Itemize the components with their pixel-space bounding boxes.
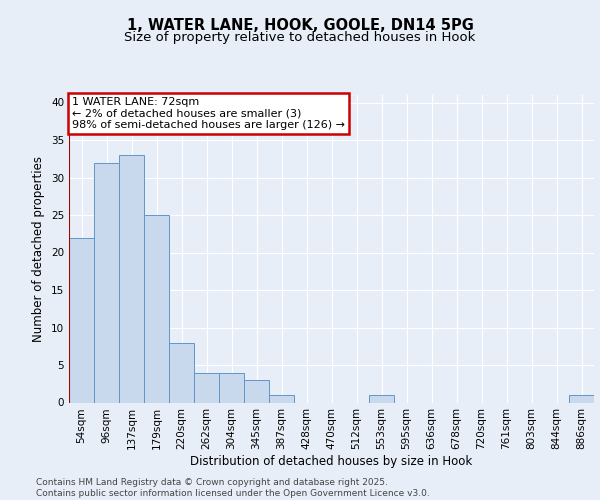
Bar bbox=[219, 372, 244, 402]
Bar bbox=[94, 162, 119, 402]
Bar bbox=[69, 238, 94, 402]
Text: Contains HM Land Registry data © Crown copyright and database right 2025.
Contai: Contains HM Land Registry data © Crown c… bbox=[36, 478, 430, 498]
Bar bbox=[569, 395, 594, 402]
Bar bbox=[244, 380, 269, 402]
Bar bbox=[369, 395, 394, 402]
Bar bbox=[269, 395, 294, 402]
Text: 1, WATER LANE, HOOK, GOOLE, DN14 5PG: 1, WATER LANE, HOOK, GOOLE, DN14 5PG bbox=[127, 18, 473, 32]
Bar bbox=[194, 372, 219, 402]
Bar bbox=[144, 215, 169, 402]
Text: 1 WATER LANE: 72sqm
← 2% of detached houses are smaller (3)
98% of semi-detached: 1 WATER LANE: 72sqm ← 2% of detached hou… bbox=[71, 96, 344, 130]
Bar bbox=[169, 342, 194, 402]
X-axis label: Distribution of detached houses by size in Hook: Distribution of detached houses by size … bbox=[190, 455, 473, 468]
Text: Size of property relative to detached houses in Hook: Size of property relative to detached ho… bbox=[124, 31, 476, 44]
Y-axis label: Number of detached properties: Number of detached properties bbox=[32, 156, 46, 342]
Bar bbox=[119, 155, 144, 402]
